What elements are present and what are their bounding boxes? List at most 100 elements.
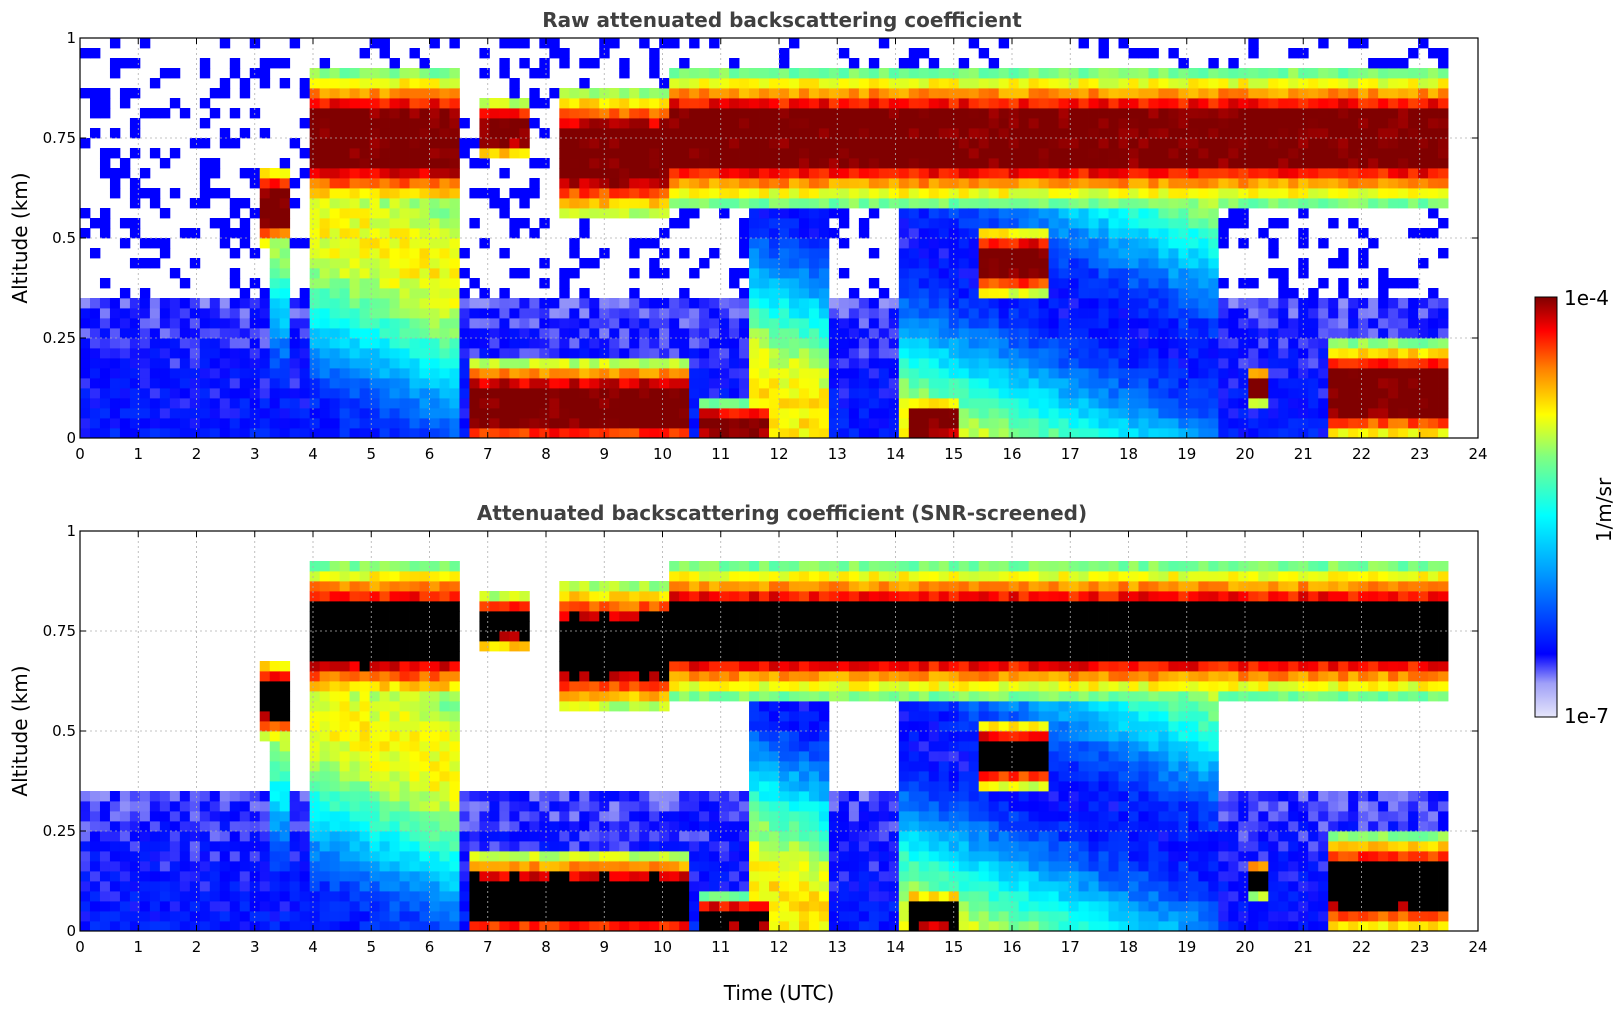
heatmap-cell [139, 428, 151, 439]
heatmap-cell [908, 428, 920, 439]
heatmap-cell [779, 128, 790, 139]
heatmap-cell [349, 771, 360, 782]
heatmap-cell [109, 298, 121, 309]
heatmap-cell [379, 108, 390, 119]
heatmap-cell [1378, 178, 1389, 189]
heatmap-cell [559, 138, 570, 149]
heatmap-cell [519, 138, 530, 149]
heatmap-cell [1178, 318, 1189, 329]
heatmap-cell [669, 328, 680, 339]
heatmap-cell [1118, 338, 1129, 349]
heatmap-cell [209, 408, 221, 419]
heatmap-cell [1388, 58, 1399, 69]
heatmap-cell [129, 58, 141, 69]
heatmap-cell [1258, 98, 1269, 109]
heatmap-cell [1228, 108, 1239, 119]
heatmap-cell [339, 308, 351, 319]
heatmap-cell [898, 168, 910, 179]
heatmap-cell [1188, 148, 1199, 159]
heatmap-cell [898, 258, 910, 269]
heatmap-cell [1358, 308, 1369, 319]
heatmap-cell [878, 408, 890, 419]
heatmap-cell [459, 268, 470, 279]
heatmap-cell [109, 911, 121, 922]
heatmap-cell [129, 911, 141, 922]
heatmap-cell [759, 348, 770, 359]
heatmap-cell [149, 891, 161, 902]
heatmap-cell [279, 831, 291, 842]
heatmap-cell [149, 428, 161, 439]
heatmap-cell [129, 368, 141, 379]
heatmap-cell [1098, 418, 1109, 429]
heatmap-cell [1158, 388, 1169, 399]
heatmap-cell [569, 198, 580, 209]
heatmap-cell [419, 128, 430, 139]
heatmap-cell [988, 368, 1000, 379]
heatmap-cell [1348, 108, 1359, 119]
heatmap-cell [319, 208, 331, 219]
heatmap-cell [629, 198, 640, 209]
heatmap-cell [129, 118, 141, 129]
heatmap-cell [509, 388, 520, 399]
heatmap-cell [1238, 218, 1249, 229]
heatmap-cell [319, 771, 331, 782]
heatmap-cell [579, 218, 590, 229]
heatmap-cell [798, 168, 810, 179]
heatmap-cell [1268, 148, 1279, 159]
heatmap-cell [139, 328, 151, 339]
heatmap-cell [888, 348, 900, 359]
heatmap-cell [1048, 328, 1059, 339]
heatmap-cell [329, 791, 341, 802]
y-tick-label: 0.75 [43, 129, 76, 147]
heatmap-cell [219, 218, 231, 229]
heatmap-cell [828, 198, 840, 209]
heatmap-cell [958, 238, 970, 249]
heatmap-cell [299, 821, 311, 832]
heatmap-cell [119, 298, 131, 309]
heatmap-cell [349, 348, 360, 359]
heatmap-cell [928, 378, 940, 389]
heatmap-cell [189, 831, 201, 842]
heatmap-cell [739, 218, 750, 229]
heatmap-cell [309, 821, 321, 832]
heatmap-cell [709, 348, 720, 359]
heatmap-cell [559, 208, 570, 219]
heatmap-cell [669, 138, 680, 149]
heatmap-cell [729, 368, 740, 379]
heatmap-cell [309, 731, 321, 742]
heatmap-cell [988, 138, 1000, 149]
heatmap-cell [838, 338, 850, 349]
heatmap-cell [289, 38, 301, 49]
heatmap-cell [359, 911, 370, 922]
heatmap-cell [339, 571, 351, 582]
heatmap-cell [1028, 228, 1040, 239]
heatmap-cell [139, 811, 151, 822]
heatmap-cell [359, 248, 370, 259]
heatmap-cell [579, 118, 590, 129]
heatmap-cell [729, 78, 740, 89]
heatmap-cell [699, 138, 710, 149]
heatmap-cell [279, 238, 291, 249]
heatmap-cell [988, 428, 1000, 439]
heatmap-cell [988, 218, 1000, 229]
heatmap-cell [349, 891, 360, 902]
heatmap-cell [99, 168, 111, 179]
heatmap-cell [579, 348, 590, 359]
heatmap-cell [1248, 298, 1259, 309]
heatmap-cell [808, 78, 820, 89]
heatmap-cell [1398, 428, 1409, 439]
heatmap-cell [149, 398, 161, 409]
heatmap-cell [709, 328, 720, 339]
heatmap-cell [399, 328, 410, 339]
heatmap-cell [1128, 188, 1139, 199]
heatmap-cell [828, 428, 840, 439]
heatmap-cell [559, 358, 570, 369]
heatmap-cell [319, 68, 331, 79]
heatmap-cell [1178, 128, 1189, 139]
heatmap-cell [139, 408, 151, 419]
heatmap-cell [1148, 168, 1159, 179]
heatmap-cell [1368, 128, 1379, 139]
heatmap-cell [169, 861, 181, 872]
heatmap-cell [489, 318, 500, 329]
heatmap-cell [139, 368, 151, 379]
